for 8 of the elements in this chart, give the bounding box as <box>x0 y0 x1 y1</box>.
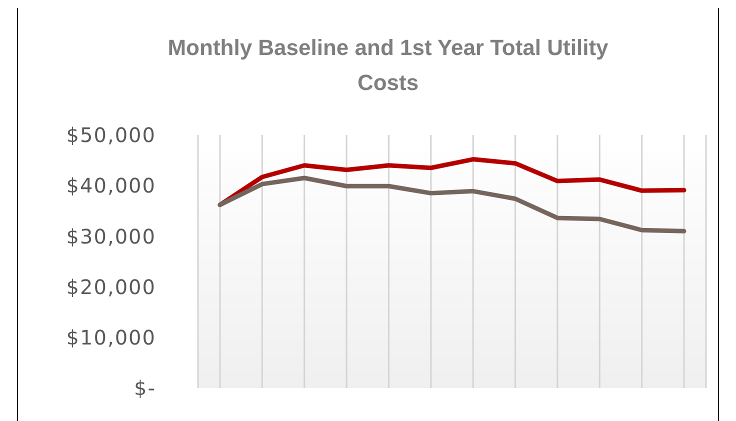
y-tick-label: $50,000 <box>66 123 156 148</box>
y-tick-label: $- <box>134 376 156 400</box>
chart-title: Monthly Baseline and 1st Year Total Utility Costs <box>166 34 610 97</box>
y-tick-label: $30,000 <box>66 224 156 248</box>
line-series <box>218 176 686 234</box>
y-tick-label: $20,000 <box>66 274 156 299</box>
y-tick-label: $10,000 <box>66 326 156 350</box>
y-tick-label: $40,000 <box>66 174 156 198</box>
